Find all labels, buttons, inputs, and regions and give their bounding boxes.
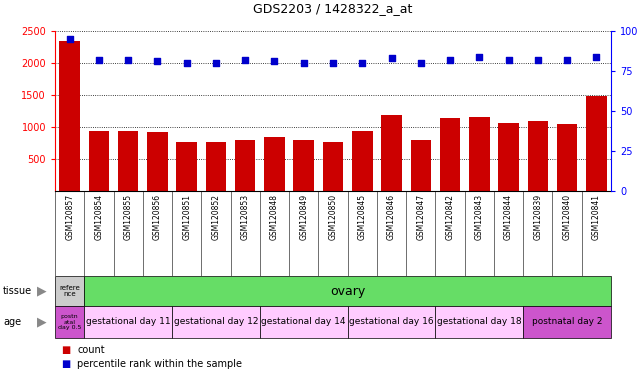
Text: GSM120841: GSM120841 [592,194,601,240]
Bar [323,142,343,191]
Text: GSM120840: GSM120840 [563,194,572,240]
Bar [55,306,84,338]
Text: gestational day 14: gestational day 14 [262,318,346,326]
Point [562,57,572,63]
Bar [557,124,578,191]
Text: GSM120848: GSM120848 [270,194,279,240]
Text: GSM120850: GSM120850 [328,194,338,240]
Text: percentile rank within the sample: percentile rank within the sample [78,359,242,369]
Bar [435,306,523,338]
Text: GSM120844: GSM120844 [504,194,513,240]
Point [533,57,543,63]
Text: tissue: tissue [3,286,32,296]
Bar [294,140,314,191]
Bar [206,142,226,191]
Bar [469,117,490,191]
Text: gestational day 16: gestational day 16 [349,318,434,326]
Text: age: age [3,317,21,327]
Bar [523,306,611,338]
Bar [381,115,402,191]
Text: GSM120847: GSM120847 [416,194,425,240]
Text: GSM120854: GSM120854 [94,194,103,240]
Point [415,60,426,66]
Bar [172,306,260,338]
Bar [235,140,256,191]
Text: GSM120852: GSM120852 [212,194,221,240]
Bar [88,131,109,191]
Point [153,58,163,65]
Text: GSM120843: GSM120843 [475,194,484,240]
Bar [118,131,138,191]
Bar [498,122,519,191]
Text: ovary: ovary [330,285,365,298]
Point [299,60,309,66]
Text: gestational day 12: gestational day 12 [174,318,258,326]
Bar [528,121,548,191]
Bar [264,137,285,191]
Bar [410,140,431,191]
Point [211,60,221,66]
Text: GSM120849: GSM120849 [299,194,308,240]
Text: GSM120855: GSM120855 [124,194,133,240]
Bar [586,96,606,191]
Text: GDS2203 / 1428322_a_at: GDS2203 / 1428322_a_at [253,2,413,15]
Point [94,57,104,63]
Bar [55,276,84,306]
Point [123,57,133,63]
Text: ■: ■ [62,345,71,355]
Point [445,57,455,63]
Bar [84,306,172,338]
Bar [176,142,197,191]
Point [269,58,279,65]
Text: GSM120857: GSM120857 [65,194,74,240]
Point [591,53,601,60]
Text: GSM120851: GSM120851 [182,194,191,240]
Bar [347,306,435,338]
Text: GSM120856: GSM120856 [153,194,162,240]
Text: gestational day 11: gestational day 11 [86,318,171,326]
Point [474,53,485,60]
Bar [440,118,460,191]
Text: GSM120853: GSM120853 [241,194,250,240]
Point [357,60,367,66]
Bar [147,132,168,191]
Text: postnatal day 2: postnatal day 2 [532,318,603,326]
Bar [260,306,347,338]
Point [181,60,192,66]
Text: GSM120842: GSM120842 [445,194,454,240]
Text: postn
atal
day 0.5: postn atal day 0.5 [58,314,81,330]
Text: ■: ■ [62,359,71,369]
Point [328,60,338,66]
Point [65,36,75,42]
Text: gestational day 18: gestational day 18 [437,318,522,326]
Text: count: count [78,345,105,355]
Text: GSM120839: GSM120839 [533,194,542,240]
Point [387,55,397,61]
Text: GSM120846: GSM120846 [387,194,396,240]
Point [240,57,251,63]
Text: ▶: ▶ [37,316,47,328]
Text: ▶: ▶ [37,285,47,298]
Point [503,57,513,63]
Text: refere
nce: refere nce [59,285,80,297]
Bar [352,131,372,191]
Bar [60,41,80,191]
Text: GSM120845: GSM120845 [358,194,367,240]
